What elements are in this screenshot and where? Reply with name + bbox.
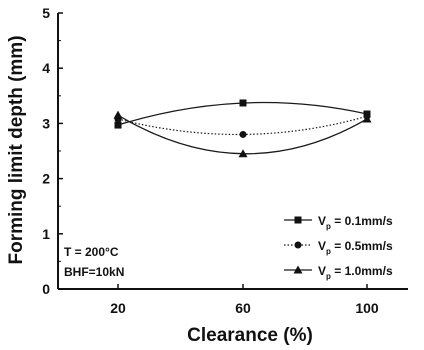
- y-tick-label: 0: [42, 281, 50, 297]
- bhf-annotation: BHF=10kN: [64, 265, 124, 279]
- legend-label: Vp = 1.0mm/s: [318, 264, 393, 281]
- y-axis-ticks: 0 1 2 3 4 5: [42, 5, 63, 297]
- y-tick-label: 4: [42, 60, 50, 76]
- triangle-marker: [293, 265, 303, 274]
- x-axis-ticks: 20 60 100: [110, 284, 379, 316]
- circle-marker: [239, 130, 247, 138]
- circle-marker: [294, 241, 302, 249]
- x-axis-title: Clearance (%): [187, 325, 313, 346]
- x-tick-label: 100: [355, 300, 379, 316]
- y-axis-title: Forming limit depth (mm): [6, 35, 27, 264]
- legend-entry-2: Vp = 0.5mm/s: [284, 239, 393, 256]
- legend-label: Vp = 0.5mm/s: [318, 239, 393, 256]
- triangle-marker: [362, 114, 372, 123]
- triangle-marker: [238, 149, 248, 158]
- triangle-marker: [113, 110, 123, 119]
- square-marker: [239, 99, 247, 107]
- x-tick-label: 20: [110, 300, 126, 316]
- legend-entry-3: Vp = 1.0mm/s: [284, 264, 393, 281]
- series-3: [113, 110, 372, 158]
- x-tick-label: 60: [235, 300, 251, 316]
- y-tick-label: 2: [42, 171, 50, 187]
- temperature-annotation: T = 200°C: [64, 245, 119, 259]
- series-layer: [113, 99, 372, 158]
- legend: Vp = 0.1mm/s Vp = 0.5mm/s Vp = 1.0mm/s: [284, 214, 393, 281]
- y-tick-label: 5: [42, 5, 50, 21]
- y-tick-label: 1: [42, 226, 50, 242]
- legend-entry-1: Vp = 0.1mm/s: [284, 214, 393, 231]
- square-marker: [114, 121, 122, 129]
- legend-label: Vp = 0.1mm/s: [318, 214, 393, 231]
- y-tick-label: 3: [42, 115, 50, 131]
- series-2: [114, 112, 371, 138]
- series-1: [114, 99, 371, 129]
- square-marker: [294, 216, 302, 224]
